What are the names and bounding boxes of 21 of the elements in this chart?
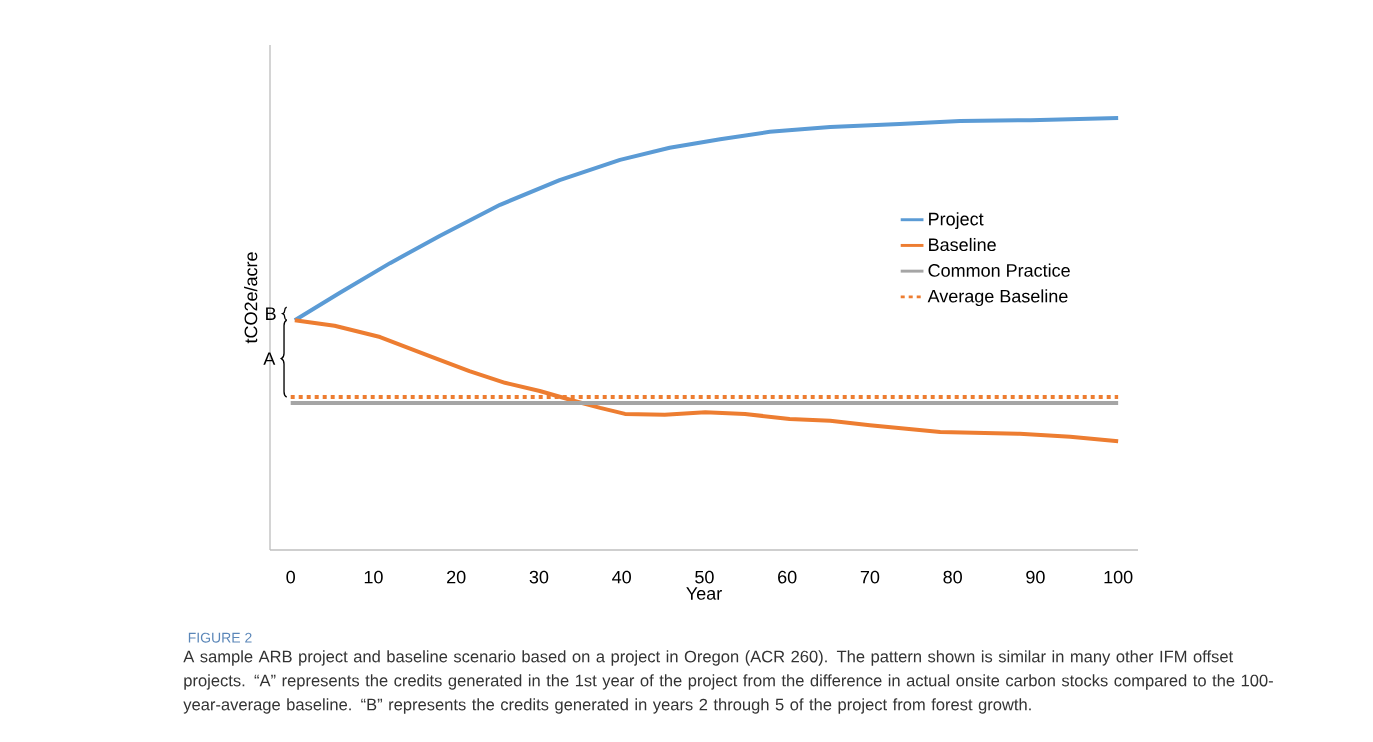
legend-label: Baseline [929,237,996,252]
y-axis-title: tCO2e/acre [244,252,258,344]
legend-label: Average Baseline [927,289,1068,307]
x-tick-label: 60 [778,570,797,584]
x-tick-label: 50 [695,570,714,584]
x-tick-label: 100 [1104,570,1133,584]
x-tick-label: 30 [529,570,549,584]
x-tick-label: 40 [612,570,631,584]
annotation: A [263,352,276,365]
text: FIGURE 2 [188,632,252,643]
x-axis-title: Year [686,587,722,600]
x-tick-label: 0 [286,570,295,584]
x-tick-label: 10 [364,570,383,584]
legend-label: Project [929,212,984,229]
x-tick-label: 80 [943,570,962,584]
legend-label: Common Practice [928,263,1070,277]
text: A sample ARB project and baseline scenario based on a project in Oregon (ACR 260). The pattern shown is similar in many other IFM offset projects. “A” represents the credits generated in the 1st year of the project from the difference in actual onsite carbon stocks compared to the 100-year-average baseline. “B” represents the credits generated in years 2 through 5 of the project from forest growth. [183,650,1273,714]
x-tick-label: 70 [860,570,880,584]
annotation: B [266,307,276,320]
x-tick-label: 20 [447,570,466,584]
x-tick-label: 90 [1026,570,1045,584]
